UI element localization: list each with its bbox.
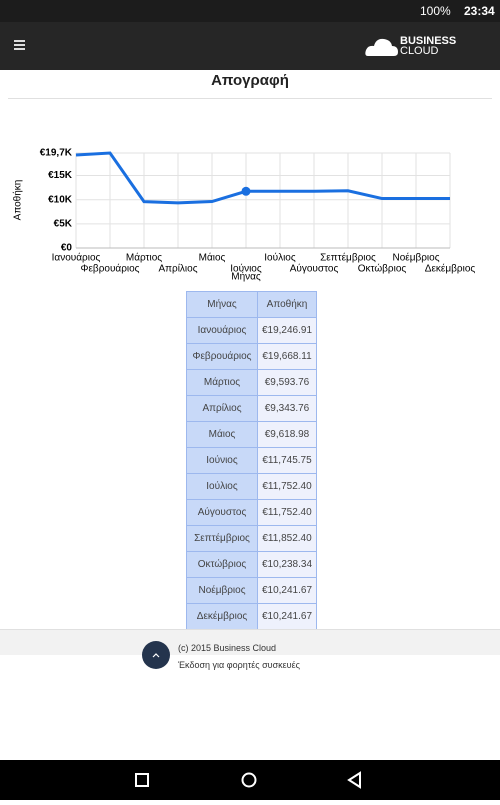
table-row: Φεβρουάριος €19,668.11 xyxy=(186,343,317,370)
table-row: Νοέμβριος €10,241.67 xyxy=(186,577,317,604)
logo: BUSINESS CLOUD xyxy=(400,35,457,57)
table-cell: €9,593.76 xyxy=(257,369,317,396)
header-cell: Αποθήκη xyxy=(257,291,317,318)
table-cell: €9,618.98 xyxy=(257,421,317,448)
logo-text: CLOUD xyxy=(400,45,439,57)
table-cell: Ιανουάριος xyxy=(186,317,258,344)
x-axis-title: Μήνας xyxy=(231,271,261,283)
table-cell: €11,745.75 xyxy=(257,447,317,474)
table-cell: Απρίλιος xyxy=(186,395,258,422)
table-cell: Αύγουστος xyxy=(186,499,258,526)
x-tick-label: Οκτώβριος xyxy=(358,263,407,275)
x-tick-label: Αύγουστος xyxy=(290,263,339,275)
table-cell: €10,238.34 xyxy=(257,551,317,578)
table-cell: €10,241.67 xyxy=(257,603,317,630)
menu-button[interactable] xyxy=(14,40,28,52)
table-cell: Φεβρουάριος xyxy=(186,343,258,370)
table-cell: €19,668.11 xyxy=(257,343,317,370)
x-tick-label: Ιούνιος xyxy=(230,263,262,275)
copyright: (c) 2015 Business Cloud xyxy=(178,643,277,653)
table-cell: Μάρτιος xyxy=(186,369,258,396)
recents-button[interactable] xyxy=(135,773,149,787)
table-row: Μάιος €9,618.98 xyxy=(186,421,317,448)
logo-text: BUSINESS xyxy=(400,35,457,47)
table-row: Μάρτιος €9,593.76 xyxy=(186,369,317,396)
y-tick-label: €15K xyxy=(48,170,73,181)
battery: 100% xyxy=(420,4,451,18)
x-tick-label: Ιανουάριος xyxy=(52,252,101,264)
divider xyxy=(8,98,492,99)
table-row: Ιανουάριος €19,246.91 xyxy=(186,317,317,344)
x-tick-label: Φεβρουάριος xyxy=(81,263,140,275)
table-row: Αύγουστος €11,752.40 xyxy=(186,499,317,526)
nav-icons xyxy=(135,771,361,789)
y-tick-label: €10K xyxy=(48,194,73,205)
page-title: Απογραφή xyxy=(211,72,289,89)
highlight-point xyxy=(241,186,251,196)
header-cell: Μήνας xyxy=(186,291,258,318)
x-tick-label: Νοέμβριος xyxy=(392,252,439,264)
y-tick-label: €5K xyxy=(54,218,73,229)
line xyxy=(75,151,450,205)
table-cell: €9,343.76 xyxy=(257,395,317,422)
table-cell: €11,852.40 xyxy=(257,525,317,552)
x-tick-label: Απρίλιος xyxy=(158,263,197,275)
home-button[interactable] xyxy=(241,772,257,788)
table-cell: Ιούλιος xyxy=(186,473,258,500)
chart: Αποθήκη Μήνας €0 €5K €10K €15K €19,7K Ιανουάρ… xyxy=(12,148,476,283)
status-bar: 100% 23:34 xyxy=(0,0,500,22)
clock: 23:34 xyxy=(464,4,495,18)
table-cell: Ιούνιος xyxy=(186,447,258,474)
table-row: Δεκέμβριος €10,241.67 xyxy=(186,603,317,630)
table-cell: €19,246.91 xyxy=(257,317,317,344)
logo-cloud xyxy=(365,38,398,56)
table-cell: Μάιος xyxy=(186,421,258,448)
table-row: Ιούνιος €11,745.75 xyxy=(186,447,317,474)
scroll-top-button[interactable] xyxy=(142,641,172,671)
y-tick-label: €0 xyxy=(61,243,73,254)
footer xyxy=(0,629,500,655)
y-tick-label: €19,7K xyxy=(40,148,73,159)
table-row: Μήνας Αποθήκη xyxy=(186,291,317,318)
table-row: Οκτώβριος €10,238.34 xyxy=(186,551,317,578)
table-cell: €11,752.40 xyxy=(257,499,317,526)
x-tick-label: Ιούλιος xyxy=(264,252,296,264)
nav-bar xyxy=(0,760,500,800)
table-cell: €11,752.40 xyxy=(257,473,317,500)
table-cell: Δεκέμβριος xyxy=(186,603,258,630)
edition: Έκδοση για φορητές συσκευές xyxy=(178,660,300,670)
x-tick-label: Σεπτέμβριος xyxy=(320,252,376,264)
table-row: Σεπτέμβριος €11,852.40 xyxy=(186,525,317,552)
table-cell: Σεπτέμβριος xyxy=(186,525,258,552)
table-row: Απρίλιος €9,343.76 xyxy=(186,395,317,422)
table-cell: Οκτώβριος xyxy=(186,551,258,578)
app-bar: BUSINESS CLOUD xyxy=(0,22,500,70)
y-axis-title: Αποθήκη xyxy=(12,180,24,221)
x-tick-label: Δεκέμβριος xyxy=(425,263,476,275)
back-button[interactable] xyxy=(347,771,361,789)
data-table: Μήνας Αποθήκη Ιανουάριος €19,246.91 Φεβρουάρ… xyxy=(186,291,317,630)
x-tick-label: Μάρτιος xyxy=(126,252,162,264)
table-row: Ιούλιος €11,752.40 xyxy=(186,473,317,500)
table-cell: Νοέμβριος xyxy=(186,577,258,604)
x-tick-label: Μάιος xyxy=(199,252,226,264)
table-cell: €10,241.67 xyxy=(257,577,317,604)
